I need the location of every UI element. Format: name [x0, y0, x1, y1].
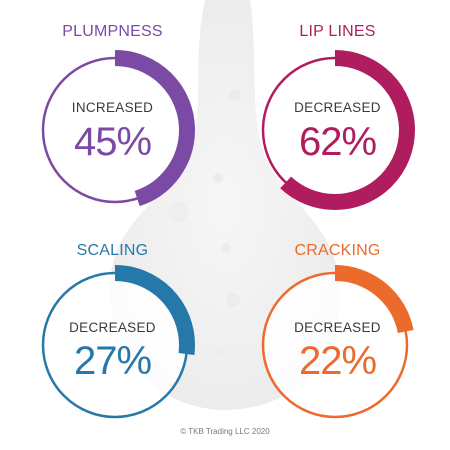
- donut-ring: [35, 265, 195, 425]
- donut-arc: [255, 50, 415, 210]
- stat-title: SCALING: [76, 242, 149, 259]
- stat-percentage: 27%: [73, 339, 152, 383]
- donut-arc: [35, 265, 195, 425]
- stat-percentage: 22%: [298, 339, 377, 383]
- copyright-text: © TKB Trading LLC 2020: [180, 427, 270, 436]
- stat-status: DECREASED: [69, 320, 156, 335]
- stat-status: DECREASED: [294, 100, 381, 115]
- stat-scaling: SCALING DECREASED 27%: [0, 225, 225, 450]
- stat-status: DECREASED: [294, 320, 381, 335]
- stat-percentage: 45%: [73, 120, 152, 164]
- stat-cracking: CRACKING DECREASED 22%: [225, 225, 450, 450]
- stat-lip-lines: LIP LINES DECREASED 62%: [225, 0, 450, 225]
- donut-arc: [35, 50, 195, 210]
- stat-status: INCREASED: [71, 100, 154, 115]
- stat-title: CRACKING: [294, 242, 381, 259]
- stat-title: LIP LINES: [299, 23, 376, 40]
- stat-percentage: 62%: [298, 120, 377, 164]
- stat-title: PLUMPNESS: [62, 23, 163, 40]
- donut-ring: [35, 50, 195, 210]
- donut-ring: [255, 265, 415, 425]
- stat-plumpness: PLUMPNESS INCREASED 45%: [0, 0, 225, 225]
- donut-arc: [255, 265, 415, 425]
- donut-ring: [255, 50, 415, 210]
